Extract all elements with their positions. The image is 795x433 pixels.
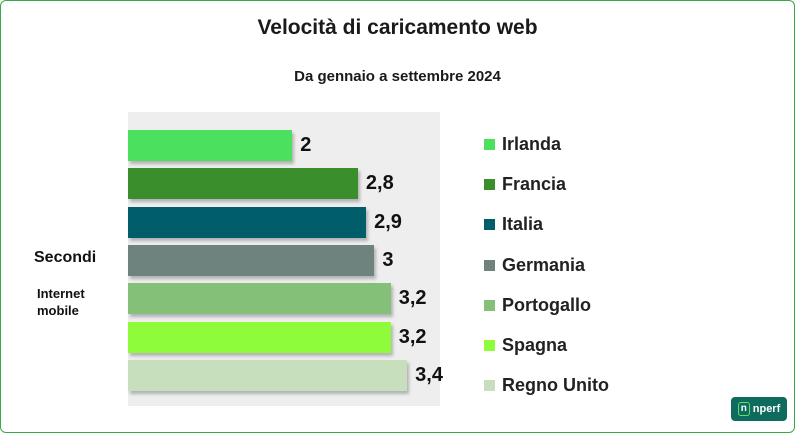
legend: Irlanda Francia Italia Germania Portogallo Sp…	[484, 124, 609, 406]
logo-mark-icon: n	[737, 402, 750, 416]
bar-germania	[128, 244, 375, 276]
legend-swatch	[484, 259, 495, 271]
logo-text: nperf	[752, 403, 781, 415]
legend-label: Italia	[502, 214, 544, 235]
legend-label: Irlanda	[502, 133, 562, 154]
legend-swatch	[484, 178, 495, 190]
bar-francia	[128, 168, 358, 200]
legend-swatch	[484, 219, 495, 231]
legend-swatch	[484, 299, 495, 311]
bar-value-label: 3,2	[398, 325, 427, 348]
legend-item: Regno Unito	[484, 366, 609, 406]
legend-item: Germania	[484, 245, 609, 285]
bar-value-label: 2	[300, 134, 312, 156]
bar-value-label: 2,9	[374, 210, 402, 233]
y-axis-label: Secondi	[34, 249, 97, 266]
legend-item: Portogallo	[484, 285, 609, 325]
legend-label: Regno Unito	[502, 375, 609, 396]
legend-item: Francia	[484, 164, 609, 204]
legend-swatch	[484, 138, 495, 150]
legend-swatch	[484, 380, 495, 392]
bar-portogallo	[128, 283, 391, 315]
legend-label: Francia	[502, 173, 567, 194]
legend-item: Irlanda	[484, 124, 609, 164]
y-axis-sublabel: Internet mobile	[37, 286, 85, 318]
chart-subtitle: Da gennaio a settembre 2024	[294, 68, 501, 85]
legend-label: Portogallo	[502, 294, 591, 315]
bar-value-label: 2,8	[365, 172, 394, 195]
bar-regno-unito	[128, 359, 408, 391]
bar-irlanda	[128, 130, 293, 161]
legend-label: Germania	[502, 254, 586, 275]
bar-value-label: 3,4	[415, 363, 443, 386]
legend-swatch	[484, 340, 495, 352]
nperf-logo: n nperf	[731, 397, 787, 421]
chart-title: Velocità di caricamento web	[257, 16, 538, 39]
bar-value-label: 3	[382, 248, 394, 271]
legend-item: Italia	[484, 205, 609, 245]
legend-label: Spagna	[502, 335, 568, 356]
bar-spagna	[128, 321, 391, 353]
bar-value-label: 3,2	[398, 287, 427, 310]
legend-item: Spagna	[484, 325, 609, 365]
bar-italia	[128, 206, 367, 238]
